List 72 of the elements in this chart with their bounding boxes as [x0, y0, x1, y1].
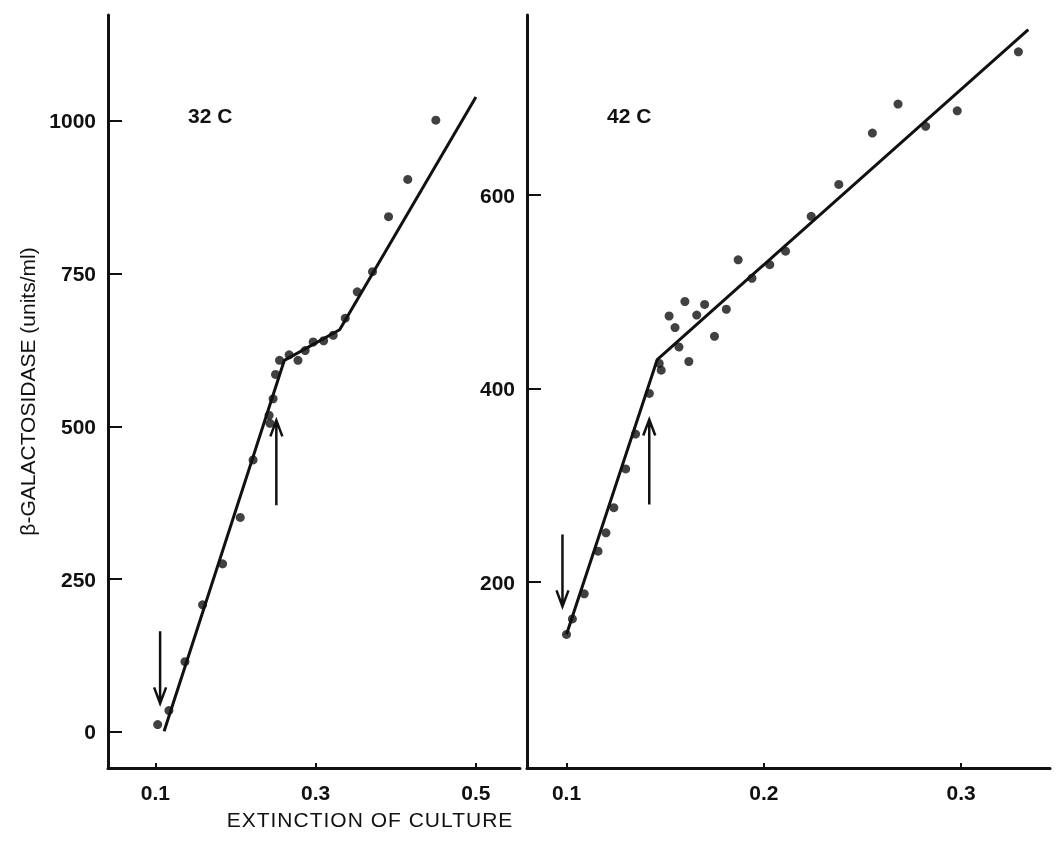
- point: [593, 546, 603, 556]
- point: [644, 388, 654, 398]
- point: [834, 179, 844, 189]
- point: [384, 212, 394, 222]
- point: [721, 304, 731, 314]
- x-tick-label: 0.1: [551, 781, 582, 804]
- point: [733, 255, 743, 265]
- y-tick-label: 200: [479, 570, 515, 594]
- point: [368, 267, 378, 277]
- point: [747, 273, 757, 283]
- point: [806, 211, 816, 221]
- point: [275, 355, 285, 365]
- point: [308, 337, 318, 347]
- point: [674, 342, 684, 352]
- point: [198, 600, 208, 610]
- x-tick-label: 0.1: [140, 781, 171, 804]
- point: [670, 323, 680, 333]
- point: [561, 629, 571, 639]
- point: [921, 121, 931, 131]
- point: [340, 313, 350, 323]
- y-tick-label: 400: [479, 377, 515, 401]
- point: [692, 310, 702, 320]
- y-tick-label: 500: [60, 414, 96, 438]
- point: [952, 106, 962, 116]
- point: [352, 287, 362, 297]
- point: [403, 174, 413, 184]
- point: [153, 720, 163, 730]
- point: [567, 614, 577, 624]
- point: [300, 346, 310, 356]
- point: [867, 128, 877, 138]
- point: [264, 410, 274, 420]
- point: [700, 299, 710, 309]
- point: [235, 512, 245, 522]
- point: [680, 296, 690, 306]
- point: [284, 350, 294, 360]
- x-tick-label: 0.3: [301, 781, 331, 804]
- point: [664, 311, 674, 321]
- y-tick-label: 250: [60, 567, 96, 591]
- point: [164, 706, 174, 716]
- x-tick-label: 0.5: [461, 781, 491, 804]
- x-tick-label: 0.3: [946, 781, 976, 804]
- x-tick-label: 0.2: [749, 781, 779, 804]
- point: [893, 99, 903, 109]
- y-tick-label: 600: [479, 183, 515, 207]
- point: [248, 455, 258, 465]
- point: [781, 246, 791, 256]
- point: [431, 115, 441, 125]
- point: [328, 330, 338, 340]
- point: [710, 331, 719, 341]
- y-axis-title: β-GALACTOSIDASE (units/ml): [16, 247, 39, 536]
- point: [319, 336, 329, 346]
- x-axis-title: EXTINCTION OF CULTURE: [225, 808, 515, 832]
- point: [268, 394, 278, 404]
- point: [621, 464, 631, 474]
- line-series: [162, 95, 478, 733]
- y-tick-label: 0: [84, 720, 96, 744]
- annotation: 32 C: [188, 104, 233, 127]
- point: [631, 429, 641, 439]
- point: [609, 503, 619, 513]
- point: [684, 357, 694, 366]
- point: [180, 657, 190, 667]
- point: [656, 365, 666, 375]
- point: [601, 528, 611, 538]
- annotation: 42 C: [607, 104, 652, 127]
- point: [265, 418, 275, 428]
- point: [579, 589, 589, 599]
- point: [293, 355, 303, 365]
- y-tick-label: 1000: [49, 109, 96, 133]
- point: [1013, 47, 1023, 57]
- y-tick-label: 750: [60, 262, 96, 286]
- point: [218, 559, 228, 569]
- point: [765, 260, 775, 270]
